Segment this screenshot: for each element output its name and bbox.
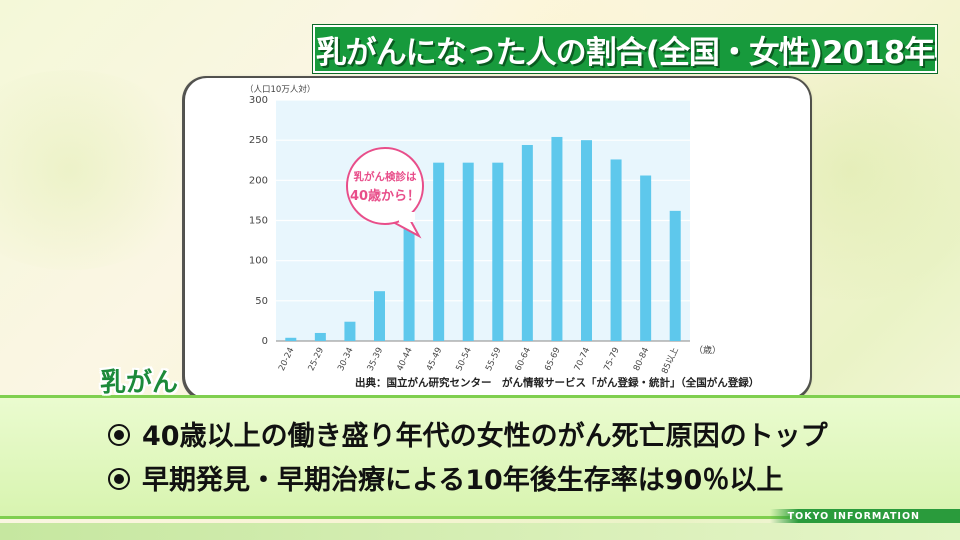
x-tick-label: 35-39 xyxy=(366,346,386,373)
x-tick-label: 25-29 xyxy=(307,346,327,373)
source-note: 出典：国立がん研究センター がん情報サービス「がん登録・統計」（全国がん登録） xyxy=(355,377,760,389)
bar xyxy=(344,321,356,341)
y-tick-label: 300 xyxy=(249,95,268,106)
bar xyxy=(492,162,504,341)
bar xyxy=(521,144,533,341)
bar xyxy=(551,136,563,341)
x-tick-label: 45-49 xyxy=(425,346,445,373)
x-tick-label: 85以上 xyxy=(660,346,681,376)
callout-joint xyxy=(399,212,415,222)
y-tick-label: 100 xyxy=(249,256,268,267)
y-tick-label: 150 xyxy=(249,216,268,227)
bar xyxy=(403,225,415,341)
bullet-icon xyxy=(108,467,130,490)
x-tick-label: 50-54 xyxy=(454,346,474,373)
y-tick-label: 0 xyxy=(262,336,268,347)
y-tick-label: 50 xyxy=(255,296,268,307)
y-unit-label: （人口10万人対） xyxy=(245,84,315,95)
bar-chart: 0 50 100 150 200 250 300（人口10万人対） （歳） 20-24 25-29… xyxy=(245,84,721,376)
bullet-icon xyxy=(108,423,130,446)
bar xyxy=(374,291,385,341)
callout-text: 乳がん検診は xyxy=(354,170,417,183)
callout-text: 40歳から！ xyxy=(350,188,420,204)
bar xyxy=(433,162,445,341)
bar xyxy=(669,210,681,341)
x-unit-label: （歳） xyxy=(694,344,721,356)
background-decoration xyxy=(0,70,200,270)
bar xyxy=(314,332,326,341)
bullet-item: 早期発見・早期治療による10年後生存率は90％以上 xyxy=(108,458,783,497)
x-tick-label: 75-79 xyxy=(602,346,622,373)
program-ticker: TOKYO INFORMATION xyxy=(770,509,960,523)
bar xyxy=(462,162,474,341)
x-tick-label: 70-74 xyxy=(573,346,593,373)
x-tick-label: 20-24 xyxy=(277,346,297,373)
bullet-text: 早期発見・早期治療による10年後生存率は90％以上 xyxy=(142,465,784,496)
bar xyxy=(581,140,592,341)
x-tick-label: 65-69 xyxy=(543,346,563,373)
footer-strip xyxy=(0,523,960,540)
x-tick-label: 80-84 xyxy=(632,346,652,373)
bullet-text: 40歳以上の働き盛り年代の女性のがん死亡原因のトップ xyxy=(142,421,828,452)
bar xyxy=(610,159,622,341)
ticker-text: TOKYO INFORMATION xyxy=(787,510,920,522)
x-tick-label: 40-44 xyxy=(395,346,415,373)
x-tick-label: 55-59 xyxy=(484,346,504,373)
info-band xyxy=(0,395,960,519)
x-tick-label: 30-34 xyxy=(336,346,356,373)
title-banner: 乳がんになった人の割合(全国・女性)2018年 xyxy=(313,25,937,73)
callout-bubble xyxy=(346,147,424,225)
y-tick-label: 250 xyxy=(249,135,268,146)
chart-title: 乳がんになった人の割合(全国・女性)2018年 xyxy=(315,34,936,71)
bullet-item: 40歳以上の働き盛り年代の女性のがん死亡原因のトップ xyxy=(108,414,828,453)
section-label: 乳がん xyxy=(100,368,179,398)
x-tick-label: 60-64 xyxy=(514,346,534,373)
y-tick-label: 200 xyxy=(249,175,268,186)
bar xyxy=(640,175,652,341)
bar xyxy=(285,337,297,341)
